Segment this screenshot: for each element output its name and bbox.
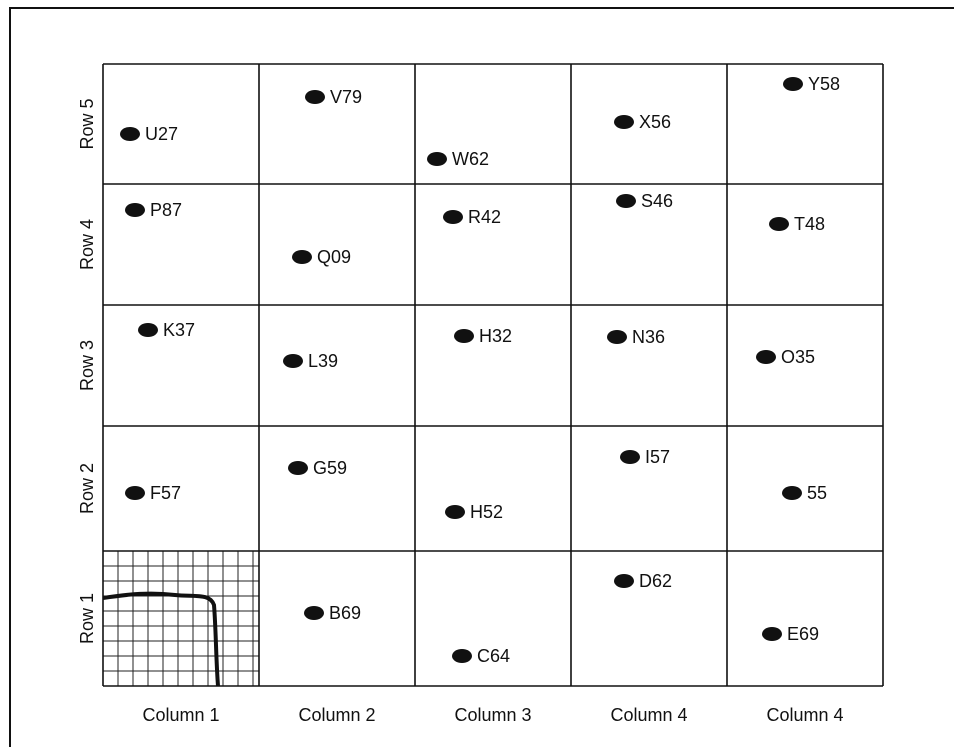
cell-label: B69 <box>329 603 361 623</box>
cell-label: 55 <box>807 483 827 503</box>
dot <box>292 250 312 264</box>
dot <box>454 329 474 343</box>
cell-label: F57 <box>150 483 181 503</box>
dot <box>305 90 325 104</box>
cell-label: O35 <box>781 347 815 367</box>
column-label: Column 4 <box>610 705 687 725</box>
dot <box>614 574 634 588</box>
cell-label: W62 <box>452 149 489 169</box>
cell-label: X56 <box>639 112 671 132</box>
cell-label: D62 <box>639 571 672 591</box>
cell-label: C64 <box>477 646 510 666</box>
page: {"columns": ["Column 1", "Column 2", "Co… <box>0 0 954 747</box>
dot <box>125 486 145 500</box>
dot <box>445 505 465 519</box>
column-label: Column 2 <box>298 705 375 725</box>
dot <box>756 350 776 364</box>
dot <box>125 203 145 217</box>
cell-label: R42 <box>468 207 501 227</box>
dot <box>616 194 636 208</box>
column-label: Column 1 <box>142 705 219 725</box>
cell-label: H52 <box>470 502 503 522</box>
dot <box>607 330 627 344</box>
cell-label: Q09 <box>317 247 351 267</box>
cell-label: E69 <box>787 624 819 644</box>
dot <box>138 323 158 337</box>
cell-label: K37 <box>163 320 195 340</box>
cell-label: S46 <box>641 191 673 211</box>
cell-label: L39 <box>308 351 338 371</box>
cell-label: P87 <box>150 200 182 220</box>
cell-label: G59 <box>313 458 347 478</box>
dot <box>427 152 447 166</box>
dot <box>769 217 789 231</box>
cell-label: T48 <box>794 214 825 234</box>
row-label: Row 5 <box>77 98 97 149</box>
row-label: Row 2 <box>77 463 97 514</box>
dot <box>283 354 303 368</box>
dot <box>288 461 308 475</box>
row-label: Row 4 <box>77 219 97 270</box>
dot <box>782 486 802 500</box>
dot <box>120 127 140 141</box>
cell-label: V79 <box>330 87 362 107</box>
dot <box>614 115 634 129</box>
cell-label: U27 <box>145 124 178 144</box>
dot <box>443 210 463 224</box>
diagram: Row 5 U27 V79 W62 X56 Y58 Row 4 P87 Q09 R42 S46 T48… <box>0 0 954 747</box>
cell-label: N36 <box>632 327 665 347</box>
row-label: Row 3 <box>77 340 97 391</box>
row-label: Row 1 <box>77 593 97 644</box>
dot <box>620 450 640 464</box>
dot <box>452 649 472 663</box>
cell-label: H32 <box>479 326 512 346</box>
dot <box>762 627 782 641</box>
column-label: Column 3 <box>454 705 531 725</box>
cell-label: I57 <box>645 447 670 467</box>
column-label: Column 4 <box>766 705 843 725</box>
cell-label: Y58 <box>808 74 840 94</box>
dot <box>783 77 803 91</box>
dot <box>304 606 324 620</box>
